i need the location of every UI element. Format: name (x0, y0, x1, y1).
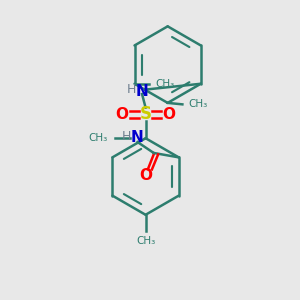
Text: H: H (127, 83, 136, 96)
Text: H: H (122, 130, 131, 143)
Text: CH₃: CH₃ (155, 79, 174, 89)
Text: CH₃: CH₃ (88, 133, 107, 142)
Text: CH₃: CH₃ (136, 236, 155, 246)
Text: N: N (136, 84, 148, 99)
Text: O: O (116, 106, 128, 122)
Text: S: S (140, 105, 152, 123)
Text: O: O (140, 168, 152, 183)
Text: N: N (130, 130, 143, 145)
Text: O: O (163, 106, 176, 122)
Text: CH₃: CH₃ (188, 99, 208, 110)
